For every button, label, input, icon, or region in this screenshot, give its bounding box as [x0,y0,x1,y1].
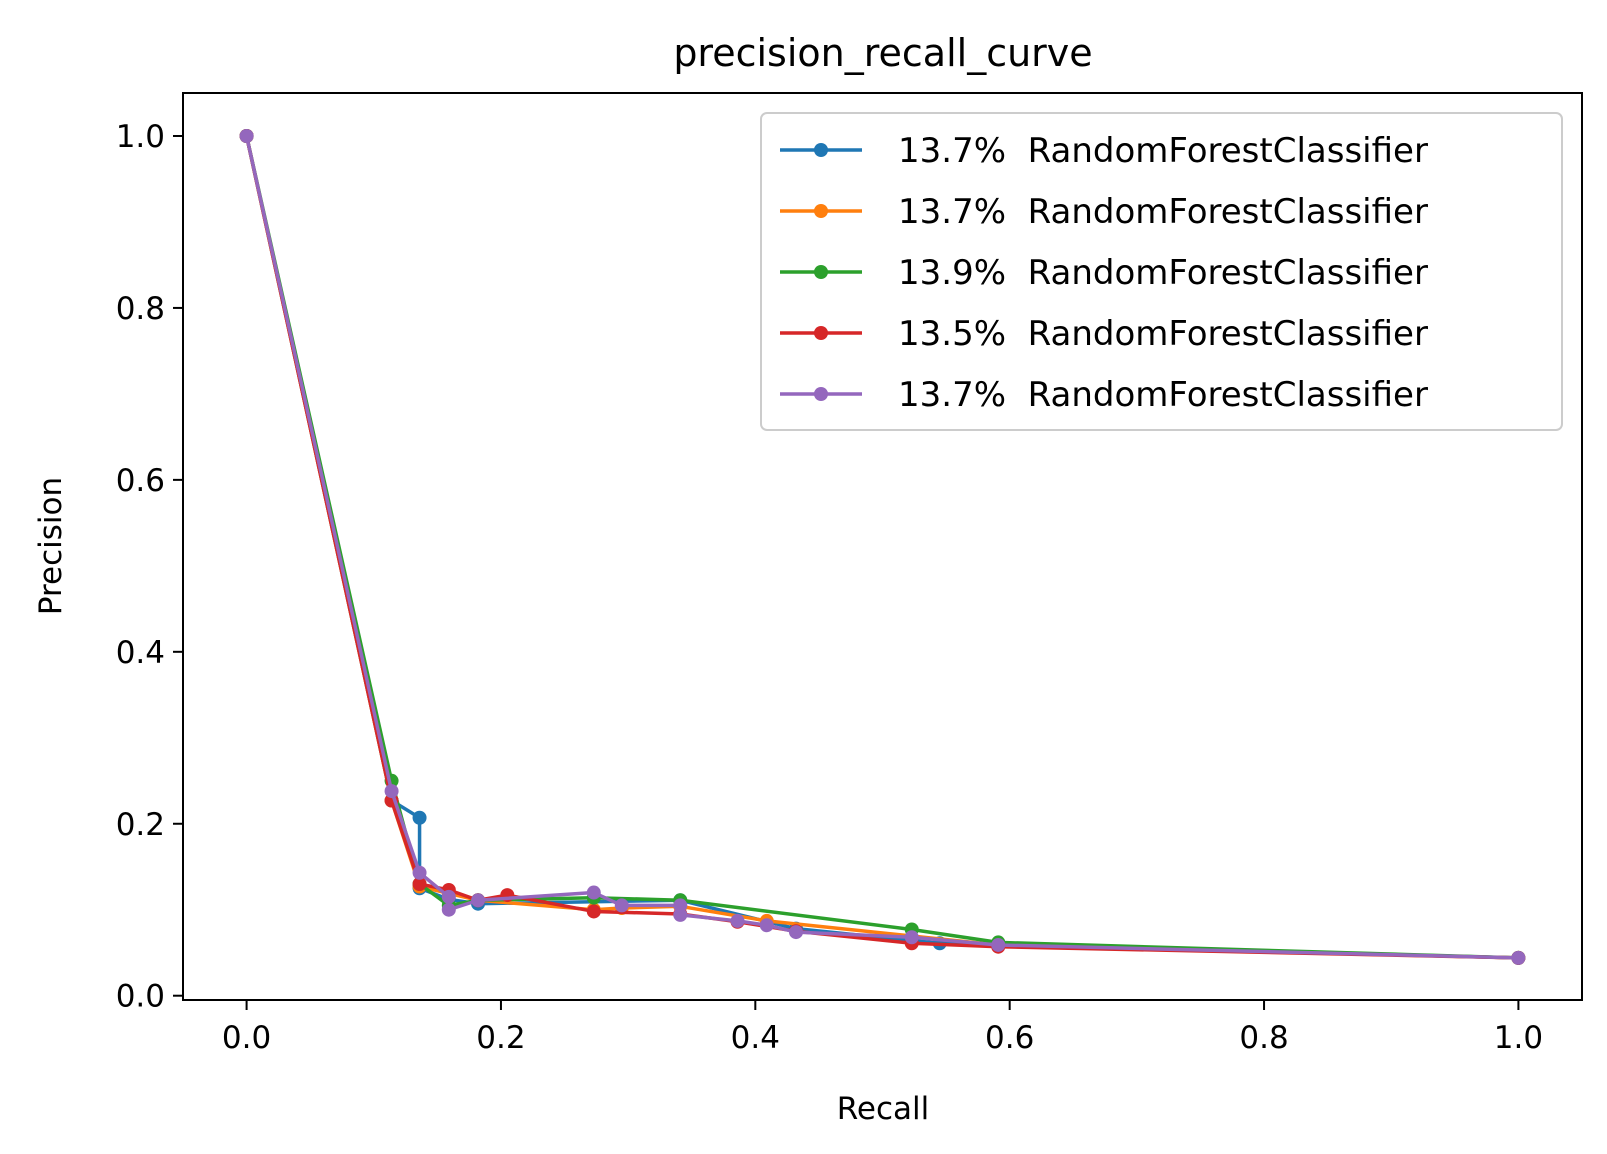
legend-label: 13.7% RandomForestClassifier [898,192,1428,232]
y-tick-label: 0.6 [116,463,165,499]
data-point [730,913,745,928]
legend-entry: 13.7% RandomForestClassifier [780,375,1428,415]
data-point [412,876,427,891]
legend-entry: 13.7% RandomForestClassifier [780,131,1428,171]
data-point [441,902,456,917]
legend-swatch-marker [814,387,828,401]
series-line [244,135,1519,960]
data-point [759,918,774,933]
x-tick-label: 0.8 [1239,1020,1288,1056]
y-tick-label: 1.0 [116,119,165,155]
legend-label: 13.7% RandomForestClassifier [898,375,1428,415]
legend-entry: 13.7% RandomForestClassifier [780,192,1428,232]
data-point [904,930,919,945]
data-point [586,885,601,900]
y-axis-ticks: 0.0 0.2 0.4 0.6 0.8 1.0 [116,119,183,1015]
legend-swatch-marker [814,143,828,157]
y-tick-label: 0.0 [116,979,165,1015]
x-tick-label: 0.6 [985,1020,1034,1056]
y-tick-label: 0.8 [116,291,165,327]
data-point [441,889,456,904]
data-point [991,937,1006,952]
y-axis-label: Precision [33,477,69,615]
chart-title: precision_recall_curve [673,31,1092,75]
legend-entries: 13.7% RandomForestClassifier 13.7% Random… [780,131,1428,415]
legend-box [760,112,1563,431]
x-axis-label: Recall [837,1091,930,1127]
x-tick-label: 0.0 [222,1020,271,1056]
data-point [239,128,254,143]
x-axis-ticks: 0.0 0.2 0.4 0.6 0.8 1.0 [222,1000,1543,1056]
data-point [471,893,486,908]
legend: 13.7% RandomForestClassifier 13.7% Random… [760,112,1563,431]
y-tick-label: 0.2 [116,807,165,843]
data-point [1511,950,1526,965]
data-point [614,898,629,913]
legend-entry: 13.5% RandomForestClassifier [780,314,1428,354]
data-point [789,925,804,940]
data-point [586,904,601,919]
legend-swatch-marker [814,326,828,340]
data-point [412,865,427,880]
data-point [673,898,688,913]
legend-label: 13.9% RandomForestClassifier [898,253,1428,293]
series-layer [239,128,1526,965]
series-5 [239,128,1526,965]
x-tick-label: 1.0 [1494,1020,1543,1056]
data-point [412,810,427,825]
y-tick-label: 0.4 [116,635,165,671]
data-point [384,784,399,799]
x-tick-label: 0.4 [731,1020,780,1056]
legend-label: 13.7% RandomForestClassifier [898,131,1428,171]
legend-swatch-marker [814,204,828,218]
legend-swatch-marker [814,265,828,279]
legend-entry: 13.9% RandomForestClassifier [780,253,1428,293]
x-tick-label: 0.2 [476,1020,525,1056]
legend-label: 13.5% RandomForestClassifier [898,314,1428,354]
plot-frame [182,92,1583,1001]
